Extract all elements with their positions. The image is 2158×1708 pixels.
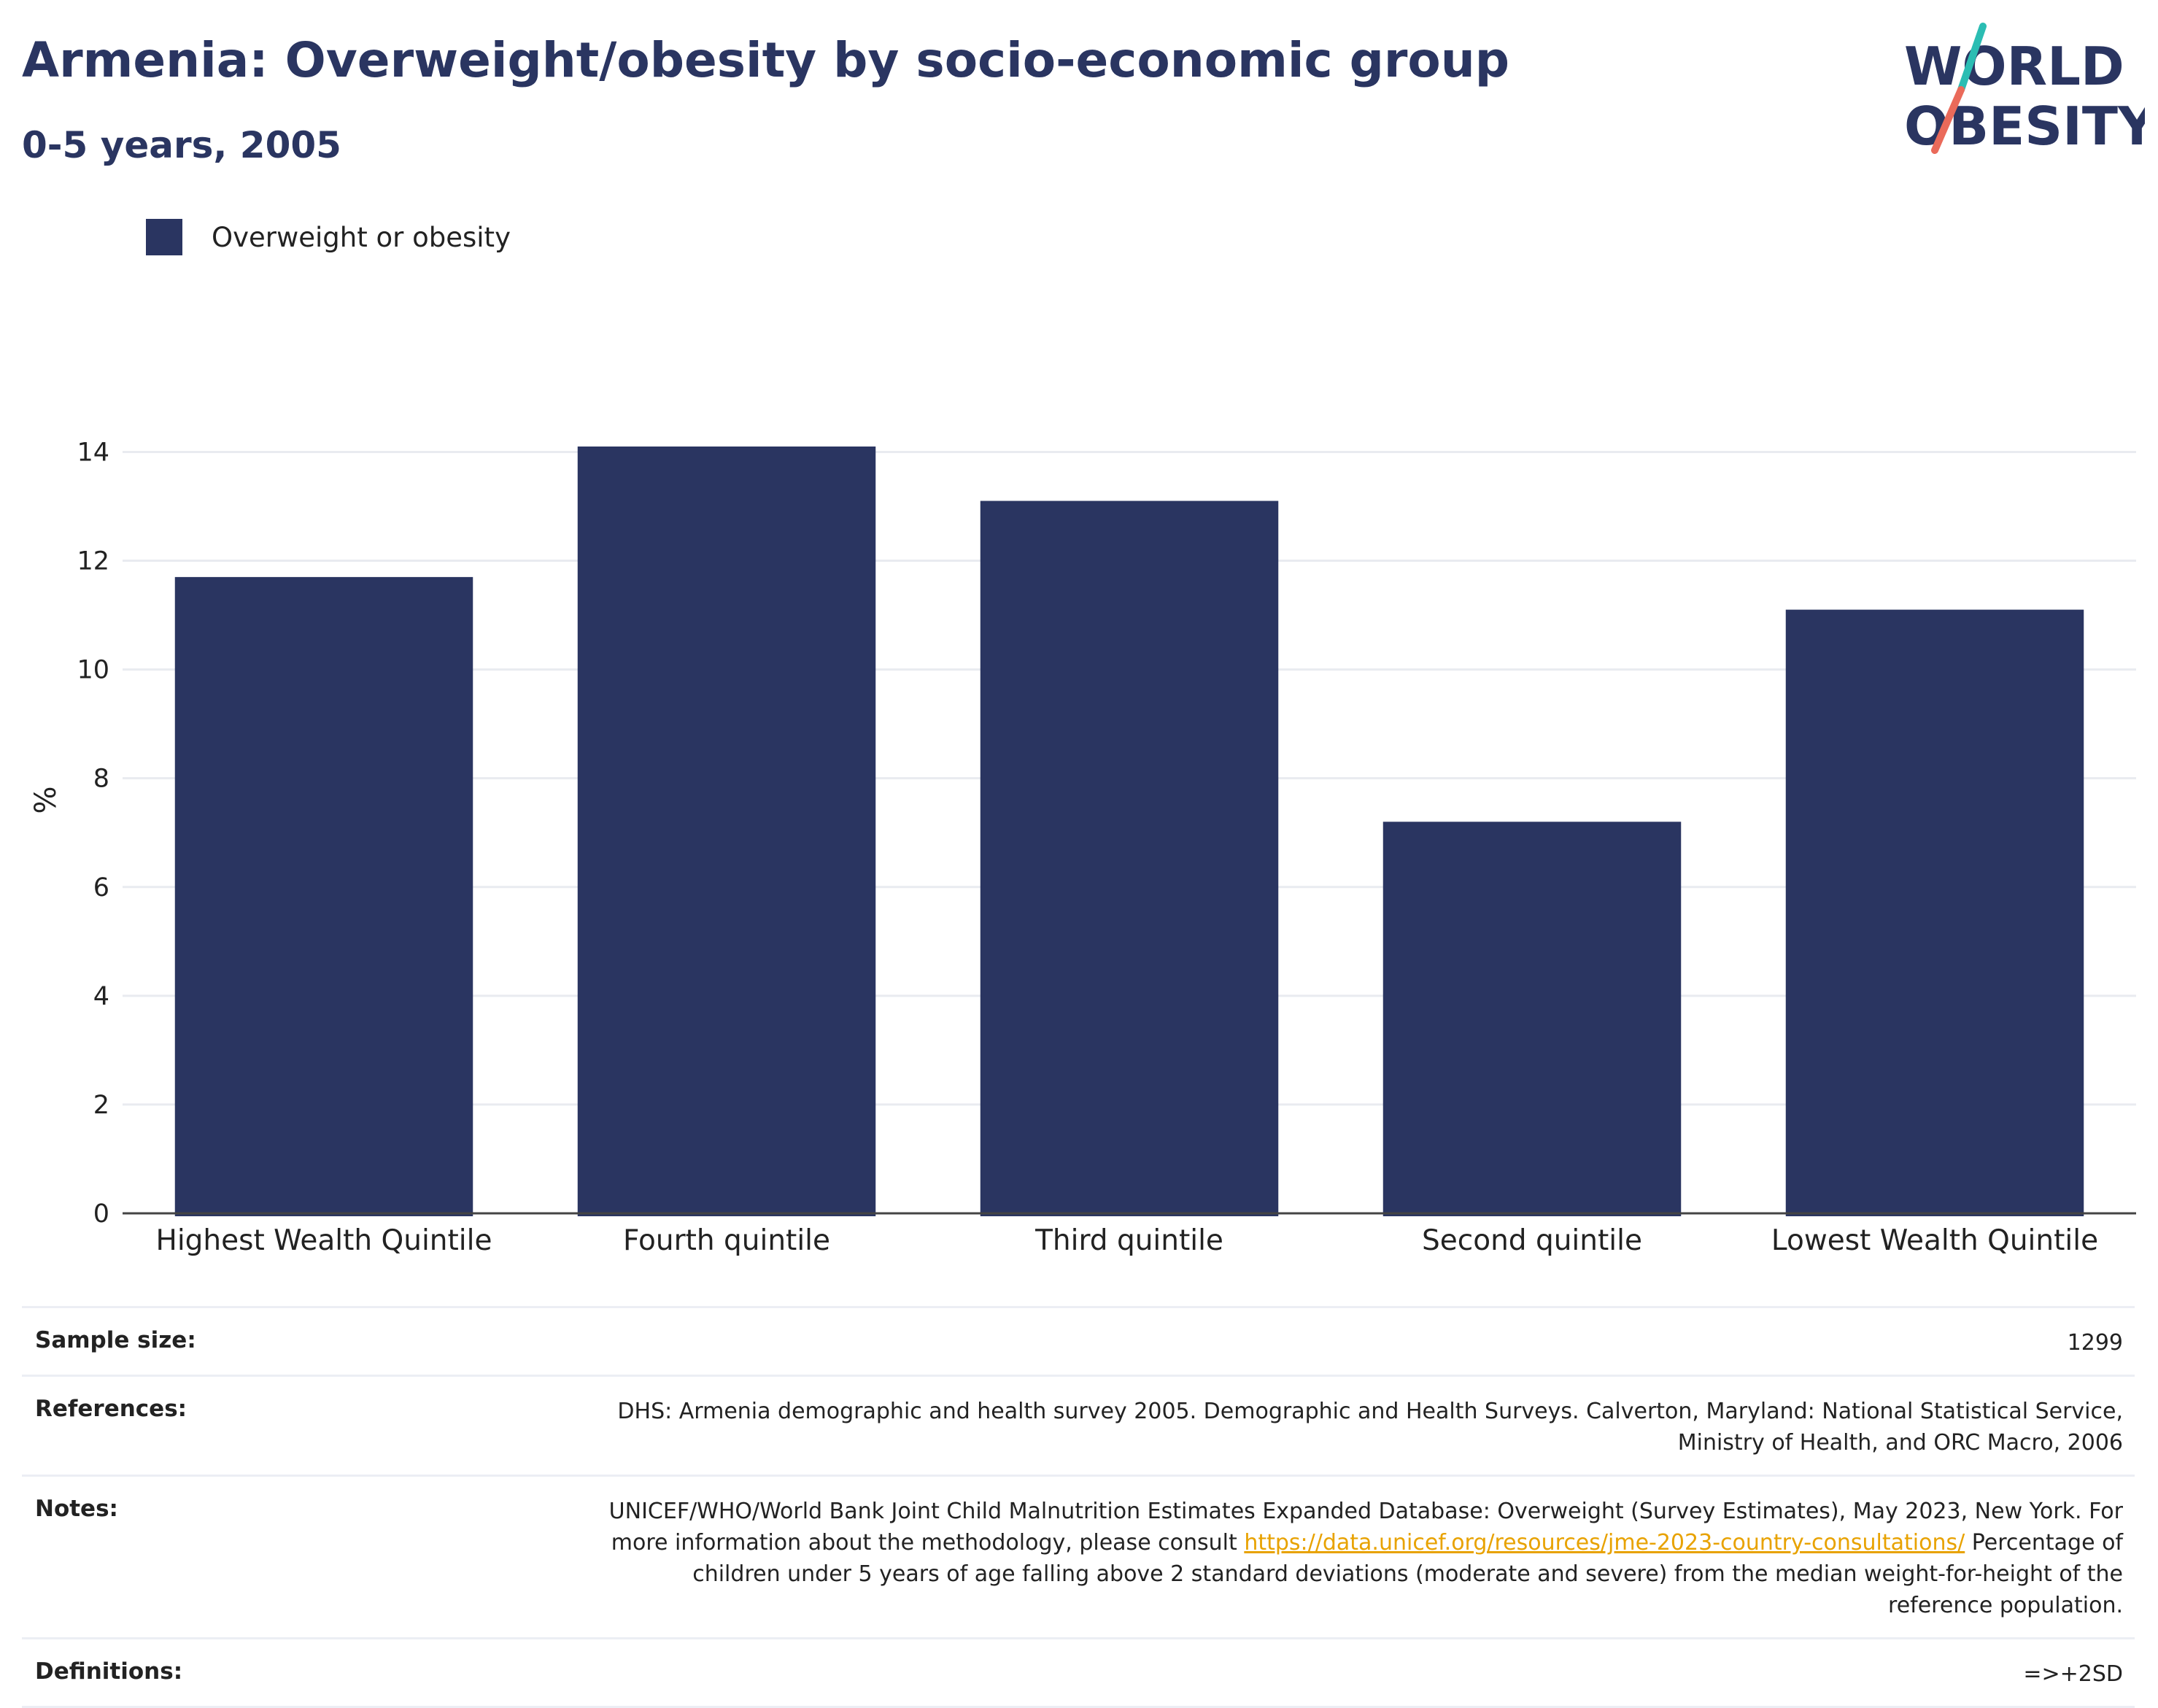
x-tick-label: Lowest Wealth Quintile xyxy=(1771,1224,2098,1257)
y-tick-label: 4 xyxy=(93,982,109,1011)
notes-text-2: Percentage of children under 5 years of … xyxy=(692,1530,2123,1618)
sample-size-label: Sample size: xyxy=(35,1327,196,1353)
legend-label: Overweight or obesity xyxy=(212,221,511,253)
y-tick-label: 0 xyxy=(93,1199,109,1229)
y-axis-label: % xyxy=(29,786,63,814)
x-tick-label: Highest Wealth Quintile xyxy=(156,1224,492,1257)
sample-size-value: 1299 xyxy=(2067,1330,2123,1356)
y-tick-label: 14 xyxy=(77,438,109,467)
x-tick-label: Second quintile xyxy=(1422,1224,1642,1257)
bar-chart: 0 2 4 6 8 10 12 14 Highest Wealth Quintile Fourt… xyxy=(29,438,2136,1257)
info-row-sample-size: Sample size: 1299 xyxy=(22,1306,2135,1375)
bar xyxy=(1382,822,1682,1216)
info-row-notes: Notes: UNICEF/WHO/World Bank Joint Child… xyxy=(22,1475,2135,1637)
world-obesity-logo: WORLD OBESITY xyxy=(1904,23,2145,157)
y-tick-label: 2 xyxy=(93,1091,109,1120)
notes-text-1: UNICEF/WHO/World Bank Joint Child Malnut… xyxy=(608,1499,2123,1556)
logo-line1: WORLD xyxy=(1904,36,2124,97)
x-tick-label: Fourth quintile xyxy=(623,1224,830,1257)
bar xyxy=(1785,609,2084,1216)
chart-legend: Overweight or obesity xyxy=(146,219,511,255)
chart-bars xyxy=(174,446,2084,1216)
logo-slash-teal xyxy=(1957,23,1987,93)
x-axis-labels: Highest Wealth Quintile Fourth quintile Th… xyxy=(156,1224,2099,1257)
page-subtitle: 0-5 years, 2005 xyxy=(22,124,341,166)
y-tick-label: 10 xyxy=(77,656,109,685)
y-tick-label: 8 xyxy=(93,765,109,794)
definitions-label: Definitions: xyxy=(35,1658,183,1685)
definitions-value: =>+2SD xyxy=(2023,1661,2123,1687)
info-table: Sample size: 1299 References: DHS: Armen… xyxy=(22,1306,2135,1708)
bar xyxy=(174,576,473,1216)
bar xyxy=(577,446,876,1216)
y-axis-ticks: 0 2 4 6 8 10 12 14 xyxy=(77,438,109,1229)
y-tick-label: 6 xyxy=(93,873,109,903)
references-value: DHS: Armenia demographic and health surv… xyxy=(617,1399,2123,1456)
notes-value: UNICEF/WHO/World Bank Joint Child Malnut… xyxy=(606,1496,2123,1621)
legend-swatch xyxy=(146,219,182,255)
x-tick-label: Third quintile xyxy=(1034,1224,1223,1257)
bar xyxy=(980,501,1279,1216)
logo-slash-coral xyxy=(1931,86,1965,154)
y-tick-label: 12 xyxy=(77,547,109,576)
methodology-link[interactable]: https://data.unicef.org/resources/jme-20… xyxy=(1244,1530,1965,1556)
notes-label: Notes: xyxy=(35,1496,118,1522)
info-row-references: References: DHS: Armenia demographic and… xyxy=(22,1375,2135,1475)
page-title: Armenia: Overweight/obesity by socio-eco… xyxy=(22,32,1509,88)
references-label: References: xyxy=(35,1396,187,1422)
info-row-definitions: Definitions: =>+2SD xyxy=(22,1637,2135,1708)
